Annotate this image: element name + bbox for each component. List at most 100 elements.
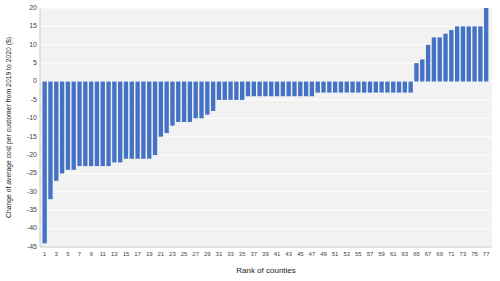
bar — [54, 82, 58, 181]
x-tick-label: 19 — [146, 251, 153, 257]
bar — [449, 30, 453, 81]
x-tick-label: 51 — [332, 251, 339, 257]
grid-line — [40, 8, 492, 9]
x-tick-label: 61 — [390, 251, 397, 257]
y-tick-label: -5 — [31, 96, 37, 103]
y-tick-label: -15 — [27, 133, 37, 140]
bar — [252, 82, 256, 97]
bar — [263, 82, 267, 97]
x-tick-label: 69 — [436, 251, 443, 257]
bar — [153, 82, 157, 156]
bar — [199, 82, 203, 119]
bar — [159, 82, 163, 137]
bar — [130, 82, 134, 159]
bar — [89, 82, 93, 167]
x-tick-label: 25 — [181, 251, 188, 257]
bar — [356, 82, 360, 93]
bar — [310, 82, 314, 97]
bar — [397, 82, 401, 93]
y-tick-label: 5 — [33, 59, 37, 66]
y-tick-label: -30 — [27, 188, 37, 195]
bar — [455, 26, 459, 81]
bar — [217, 82, 221, 100]
bar — [205, 82, 209, 115]
bar — [391, 82, 395, 93]
bar — [101, 82, 105, 167]
bar — [72, 82, 76, 170]
bar — [147, 82, 151, 159]
bar — [385, 82, 389, 93]
bar — [316, 82, 320, 93]
x-tick-label: 43 — [285, 251, 292, 257]
x-tick-label: 57 — [367, 251, 374, 257]
bar — [234, 82, 238, 100]
x-tick-label: 1 — [43, 251, 47, 257]
grid-line — [40, 210, 492, 211]
bar — [461, 26, 465, 81]
bar — [286, 82, 290, 97]
grid-line — [40, 228, 492, 229]
bar — [339, 82, 343, 93]
bar — [484, 8, 488, 82]
bar — [118, 82, 122, 163]
x-tick-label: 67 — [425, 251, 432, 257]
bars — [42, 8, 488, 243]
bar — [240, 82, 244, 100]
bar — [269, 82, 273, 97]
bar — [275, 82, 279, 97]
x-tick-label: 41 — [274, 251, 281, 257]
y-tick-label: -10 — [27, 114, 37, 121]
x-tick-label: 39 — [262, 251, 269, 257]
bar — [194, 82, 198, 119]
bar — [182, 82, 186, 122]
x-tick-label: 7 — [78, 251, 82, 257]
x-tick-label: 35 — [239, 251, 246, 257]
bar — [188, 82, 192, 122]
bar — [106, 82, 110, 167]
bar — [345, 82, 349, 93]
bar — [321, 82, 325, 93]
bar — [124, 82, 128, 159]
x-tick-label: 5 — [66, 251, 70, 257]
x-tick-label: 37 — [250, 251, 257, 257]
y-tick-label: -20 — [27, 151, 37, 158]
bar — [472, 26, 476, 81]
y-axis-line — [40, 8, 41, 247]
bar — [408, 82, 412, 93]
bar — [95, 82, 99, 167]
bar — [48, 82, 52, 200]
bar — [478, 26, 482, 81]
bar — [176, 82, 180, 122]
bar — [281, 82, 285, 97]
bar — [420, 59, 424, 81]
bar — [443, 34, 447, 82]
grid-line — [40, 191, 492, 192]
x-tick-label: 29 — [204, 251, 211, 257]
plot-background — [40, 8, 492, 247]
bar — [298, 82, 302, 97]
bar — [374, 82, 378, 93]
x-tick-label: 33 — [227, 251, 234, 257]
y-tick-label: 15 — [29, 22, 37, 29]
x-tick-label: 31 — [216, 251, 223, 257]
x-tick-label: 47 — [309, 251, 316, 257]
grid-line — [40, 26, 492, 27]
y-tick-label: -40 — [27, 224, 37, 231]
x-axis-label: Rank of counties — [236, 266, 296, 275]
bar — [164, 82, 168, 133]
bar — [223, 82, 227, 100]
bar — [426, 45, 430, 82]
y-tick-label: -35 — [27, 206, 37, 213]
chart: -45-40-35-30-25-20-15-10-505101520135791… — [0, 0, 500, 281]
bar — [368, 82, 372, 93]
bar — [83, 82, 87, 167]
grid-line — [40, 44, 492, 45]
x-tick-label: 63 — [402, 251, 409, 257]
bar — [66, 82, 70, 170]
bar — [60, 82, 64, 174]
bar — [77, 82, 81, 167]
x-tick-label: 3 — [55, 251, 59, 257]
x-tick-label: 55 — [355, 251, 362, 257]
grid — [40, 8, 492, 247]
bar — [432, 37, 436, 81]
